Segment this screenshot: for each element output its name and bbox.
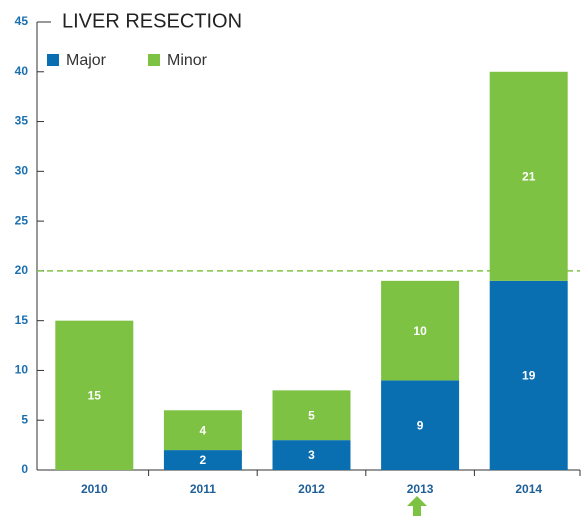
y-tick-label: 0 [21,462,28,476]
x-tick-label: 2010 [81,482,108,496]
chart-title: LIVER RESECTION [62,10,242,32]
data-label: 4 [200,423,207,437]
bar-segment [163,450,242,470]
bar-segment [272,390,351,441]
arrow-icon [407,496,427,516]
legend-swatch [148,54,160,66]
legend-swatch [47,54,59,66]
legend-label: Minor [167,52,208,69]
bar-segment [489,280,568,470]
data-label: 5 [308,408,315,422]
data-label: 2 [200,453,207,467]
bar-segment [381,380,460,470]
bar-segment [272,440,351,470]
y-tick-label: 45 [15,14,29,28]
data-label: 15 [88,389,102,403]
data-label: 21 [522,169,536,183]
data-label: 19 [522,369,536,383]
data-label: 3 [308,448,315,462]
bar-segment [381,280,460,381]
y-tick-label: 40 [15,64,29,78]
x-tick-label: 2014 [515,482,542,496]
y-tick-label: 30 [15,164,29,178]
y-tick-label: 5 [21,412,28,426]
x-tick-label: 2013 [407,482,434,496]
bar-segment [163,410,242,451]
y-tick-label: 20 [15,263,29,277]
y-tick-label: 25 [15,213,29,227]
y-tick-label: 15 [15,313,29,327]
data-label: 9 [417,418,424,432]
y-tick-label: 10 [15,363,29,377]
y-tick-label: 35 [15,114,29,128]
x-tick-label: 2012 [298,482,325,496]
x-tick-label: 2011 [190,482,216,496]
bar-segment [489,71,568,281]
legend-label: Major [66,52,107,69]
data-label: 10 [413,324,427,338]
bar-segment [55,320,134,470]
